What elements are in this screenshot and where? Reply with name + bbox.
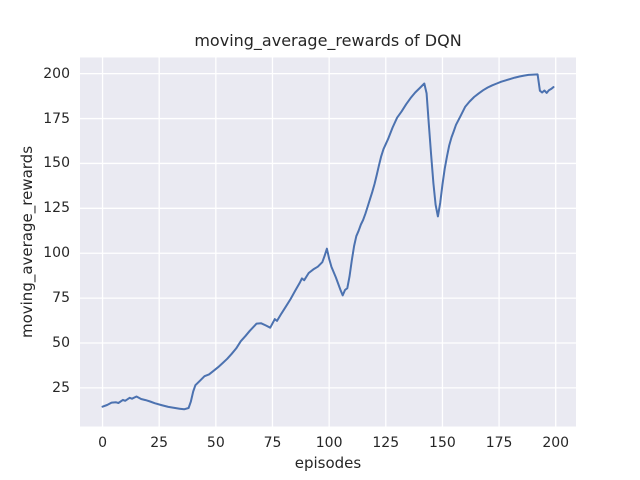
y-tick-label: 175 xyxy=(43,110,70,127)
y-tick-label: 100 xyxy=(43,245,70,262)
x-tick-label: 150 xyxy=(429,435,456,451)
chart-title: moving_average_rewards of DQN xyxy=(194,31,462,50)
x-tick-label: 0 xyxy=(98,435,107,451)
y-tick-label: 125 xyxy=(43,200,70,217)
y-tick-label: 150 xyxy=(43,155,70,172)
x-tick-label: 75 xyxy=(263,435,282,451)
x-tick-label: 175 xyxy=(485,435,513,451)
y-tick-label: 200 xyxy=(43,65,70,82)
y-axis-label: moving_average_rewards xyxy=(18,145,36,339)
reward-line xyxy=(101,73,555,411)
plot-background xyxy=(80,57,576,427)
x-axis-label: episodes xyxy=(294,454,362,472)
x-tick-label: 50 xyxy=(206,435,225,451)
y-tick-label: 25 xyxy=(52,379,70,396)
y-tick-label: 50 xyxy=(52,335,70,351)
y-tick-label: 75 xyxy=(52,290,70,307)
x-tick-label: 25 xyxy=(150,435,169,451)
x-tick-label: 125 xyxy=(372,435,400,451)
x-tick-label: 200 xyxy=(542,435,570,451)
x-tick-label: 100 xyxy=(315,435,343,451)
